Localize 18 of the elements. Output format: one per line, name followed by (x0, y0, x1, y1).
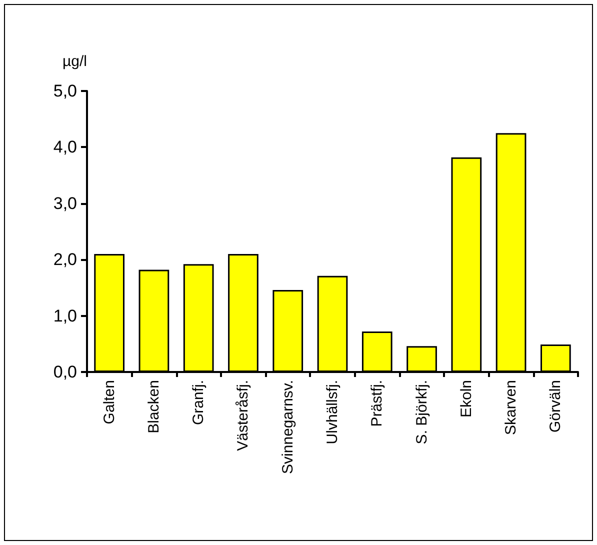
y-tick-label: 4,0 (53, 138, 77, 157)
y-tick-label: 0,0 (53, 362, 77, 382)
x-tick-label: Ekoln (458, 380, 475, 418)
x-tick-label: Galten (100, 380, 118, 424)
x-tick-label: Görväln (547, 380, 564, 433)
y-tick-label: 5,0 (53, 82, 77, 100)
x-tick-label: Västeråsfj. (234, 380, 252, 451)
x-tick-label: Blacken (145, 380, 162, 434)
x-tick-label: Granfj. (190, 380, 208, 426)
x-tick-label: Ulvhällsfj. (324, 380, 341, 444)
y-axis-title: µg/l (62, 53, 87, 70)
x-tick-label: Prästfj. (368, 380, 386, 427)
x-tick-label: Svinnegarnsv. (279, 380, 296, 474)
x-tick-label: Skarven (502, 380, 520, 436)
y-tick-label: 3,0 (53, 194, 77, 213)
x-tick-label: S. Björkfj. (413, 380, 430, 444)
y-tick-label: 2,0 (53, 250, 77, 270)
y-tick-label: 1,0 (53, 306, 77, 326)
